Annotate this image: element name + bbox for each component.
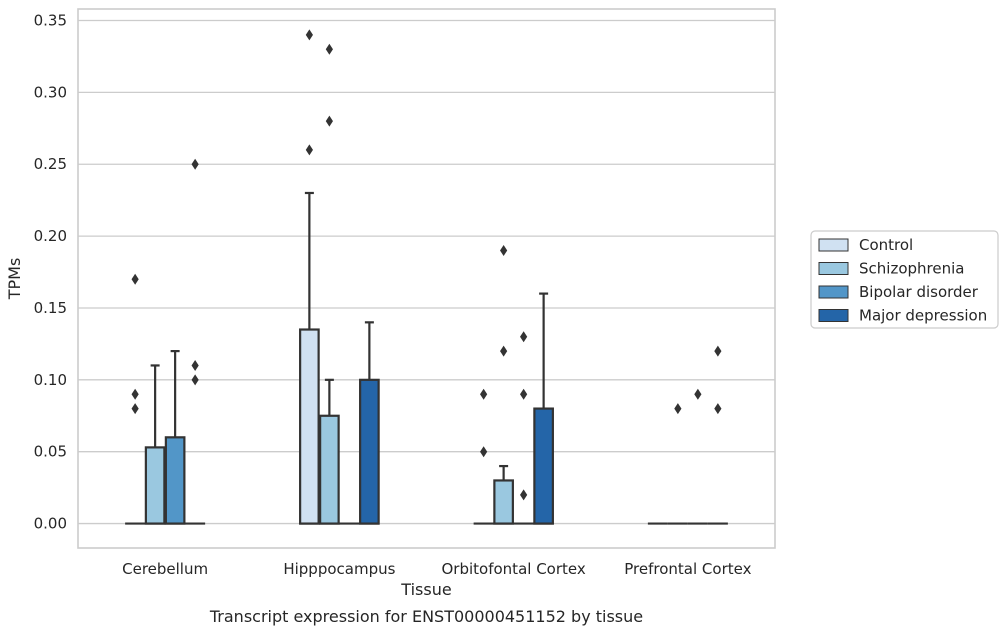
outlier-point xyxy=(520,331,528,343)
category-group xyxy=(473,244,554,525)
box-schizophrenia xyxy=(667,403,688,525)
outlier-point xyxy=(714,345,722,357)
box-body xyxy=(299,328,320,525)
legend-label: Major depression xyxy=(859,307,987,325)
y-tick-label: 0.00 xyxy=(34,515,67,533)
legend-swatch xyxy=(818,309,849,322)
y-tick-label: 0.35 xyxy=(34,11,67,29)
outlier-point xyxy=(191,158,199,170)
box-body xyxy=(493,479,514,525)
legend-swatch xyxy=(818,238,849,252)
box-control xyxy=(473,388,494,525)
box-body xyxy=(533,407,554,525)
outlier-point xyxy=(131,403,139,415)
x-tick-label: Prefrontal Cortex xyxy=(624,560,751,578)
y-axis-title: TPMs xyxy=(5,258,24,301)
outlier-point xyxy=(131,388,139,400)
legend-label: Schizophrenia xyxy=(859,260,964,278)
outlier-point xyxy=(191,374,199,386)
outlier-point xyxy=(305,29,313,41)
chart-caption: Transcript expression for ENST0000045115… xyxy=(209,607,643,626)
legend-item: Bipolar disorder xyxy=(818,283,979,301)
x-tick-label: Hipppocampus xyxy=(283,560,395,578)
outlier-point xyxy=(325,43,333,55)
box-schizophrenia xyxy=(493,244,514,525)
box-bipolar-disorder xyxy=(513,331,534,525)
legend-item: Schizophrenia xyxy=(818,260,964,278)
box-body xyxy=(359,378,380,525)
legend-swatch xyxy=(818,262,849,275)
box-major-depression xyxy=(359,321,380,525)
outlier-point xyxy=(520,489,528,501)
box-major-depression xyxy=(533,292,554,525)
outlier-point xyxy=(520,388,528,400)
outlier-point xyxy=(480,388,488,400)
outlier-point xyxy=(674,403,682,415)
box-body xyxy=(319,414,340,525)
box-control xyxy=(299,29,320,525)
x-tick-label: Orbitofontal Cortex xyxy=(442,560,586,578)
legend-item: Control xyxy=(818,236,913,254)
outlier-point xyxy=(191,359,199,371)
outlier-point xyxy=(500,244,508,256)
category-group xyxy=(647,345,728,525)
x-tick-label: Cerebellum xyxy=(122,560,208,578)
legend: Control Schizophrenia Bipolar disorder Majo… xyxy=(810,230,999,329)
y-tick-label: 0.05 xyxy=(34,443,67,461)
box-body xyxy=(144,446,166,525)
outlier-point xyxy=(714,403,722,415)
y-tick-label: 0.15 xyxy=(34,299,67,317)
outlier-point xyxy=(480,446,488,458)
box-groups xyxy=(125,29,728,525)
outlier-point xyxy=(131,273,139,285)
legend-item: Major depression xyxy=(818,307,987,325)
x-axis-ticks: Cerebellum Hipppocampus Orbitofontal Corte… xyxy=(122,560,751,578)
category-group xyxy=(125,158,206,525)
y-axis-ticks: 0.00 0.05 0.10 0.15 0.20 0.25 0.30 0.35 xyxy=(34,11,67,532)
legend-label: Control xyxy=(859,236,913,254)
box-control xyxy=(125,273,146,525)
outlier-point xyxy=(694,388,702,400)
legend-frame xyxy=(810,230,999,329)
y-tick-label: 0.20 xyxy=(34,227,67,245)
y-tick-label: 0.30 xyxy=(34,83,67,101)
box-major-depression xyxy=(707,345,728,525)
box-bipolar-disorder xyxy=(164,349,186,525)
legend-label: Bipolar disorder xyxy=(859,283,979,301)
box-schizophrenia xyxy=(144,364,166,525)
legend-swatch xyxy=(818,285,849,299)
outlier-point xyxy=(325,115,333,127)
box-major-depression xyxy=(185,158,206,525)
box-body xyxy=(164,436,186,525)
box-bipolar-disorder xyxy=(687,388,708,525)
outlier-point xyxy=(305,144,313,156)
plot-frame xyxy=(77,8,776,549)
x-axis-title: Tissue xyxy=(400,580,451,599)
category-group xyxy=(299,29,380,525)
y-tick-label: 0.25 xyxy=(34,155,67,173)
box-schizophrenia xyxy=(319,43,340,525)
outlier-point xyxy=(500,345,508,357)
y-tick-label: 0.10 xyxy=(34,371,67,389)
